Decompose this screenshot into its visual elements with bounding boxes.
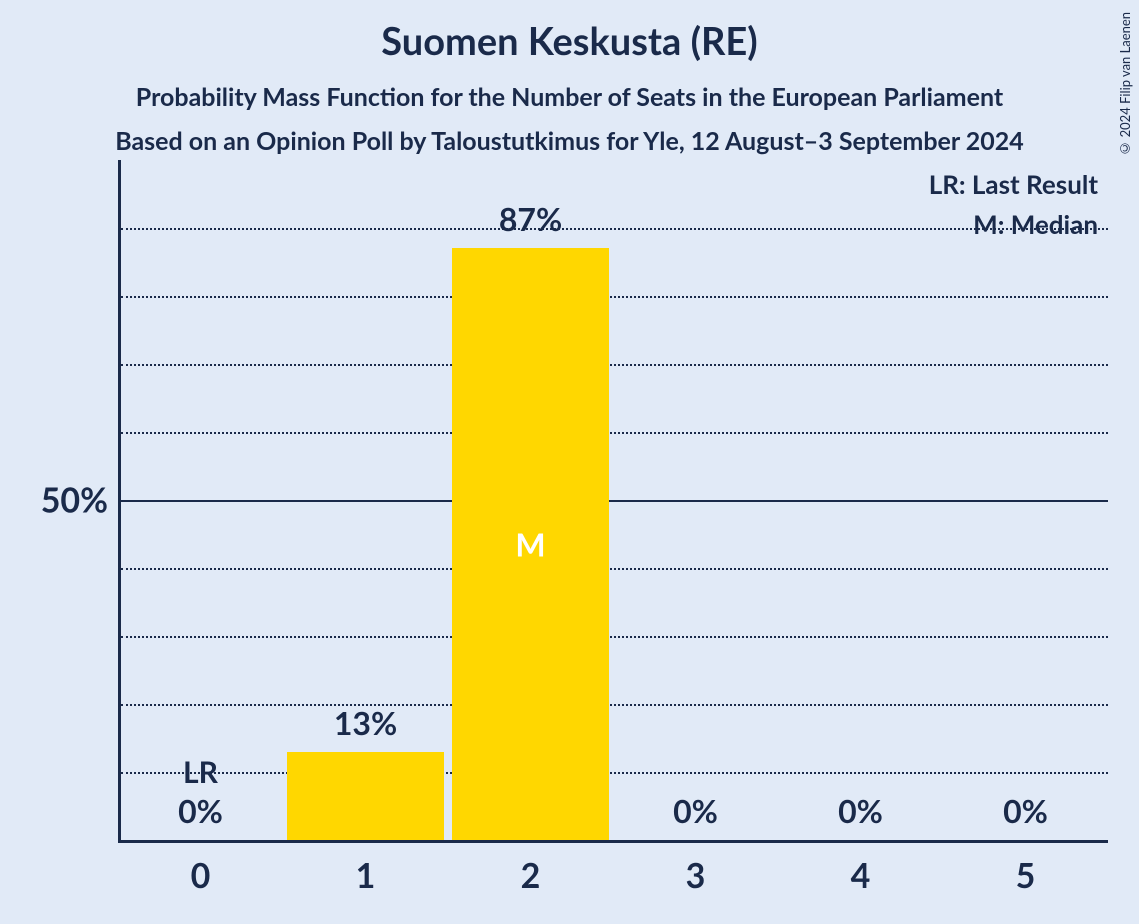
gridline [121, 704, 1108, 706]
gridline [121, 568, 1108, 570]
gridline [121, 500, 1108, 502]
legend-lr: LR: Last Result [929, 168, 1098, 200]
gridline [121, 636, 1108, 638]
copyright-text: © 2024 Filip van Laenen [1117, 12, 1133, 157]
y-tick-label: 50% [41, 480, 108, 521]
bar-value-label: 0% [178, 791, 223, 830]
chart-subtitle-2: Based on an Opinion Poll by Taloustutkim… [0, 112, 1139, 156]
bar-value-label: 0% [673, 791, 718, 830]
bar-median-label: M [515, 525, 545, 564]
x-axis [118, 840, 1108, 843]
bar [287, 752, 444, 840]
bar-value-label: 0% [1003, 791, 1048, 830]
gridline [121, 228, 1108, 230]
chart-plot-area: 50% 0%LR013%187%M20%30%40%5 LR: Last Res… [118, 160, 1108, 840]
bar-lr-label: LR [183, 754, 218, 790]
chart-subtitle-1: Probability Mass Function for the Number… [0, 64, 1139, 112]
x-tick-label: 5 [1016, 855, 1036, 896]
x-tick-label: 0 [191, 855, 211, 896]
bar-value-label: 0% [838, 791, 883, 830]
x-tick-label: 3 [686, 855, 706, 896]
chart-title: Suomen Keskusta (RE) [0, 0, 1139, 64]
gridline [121, 432, 1108, 434]
gridline [121, 364, 1108, 366]
bar-value-label: 13% [334, 703, 397, 742]
bar-value-label: 87% [499, 199, 562, 238]
x-tick-label: 4 [851, 855, 871, 896]
x-tick-label: 1 [356, 855, 376, 896]
gridline [121, 772, 1108, 774]
gridline [121, 296, 1108, 298]
legend-m: M: Median [973, 208, 1098, 240]
x-tick-label: 2 [521, 855, 541, 896]
